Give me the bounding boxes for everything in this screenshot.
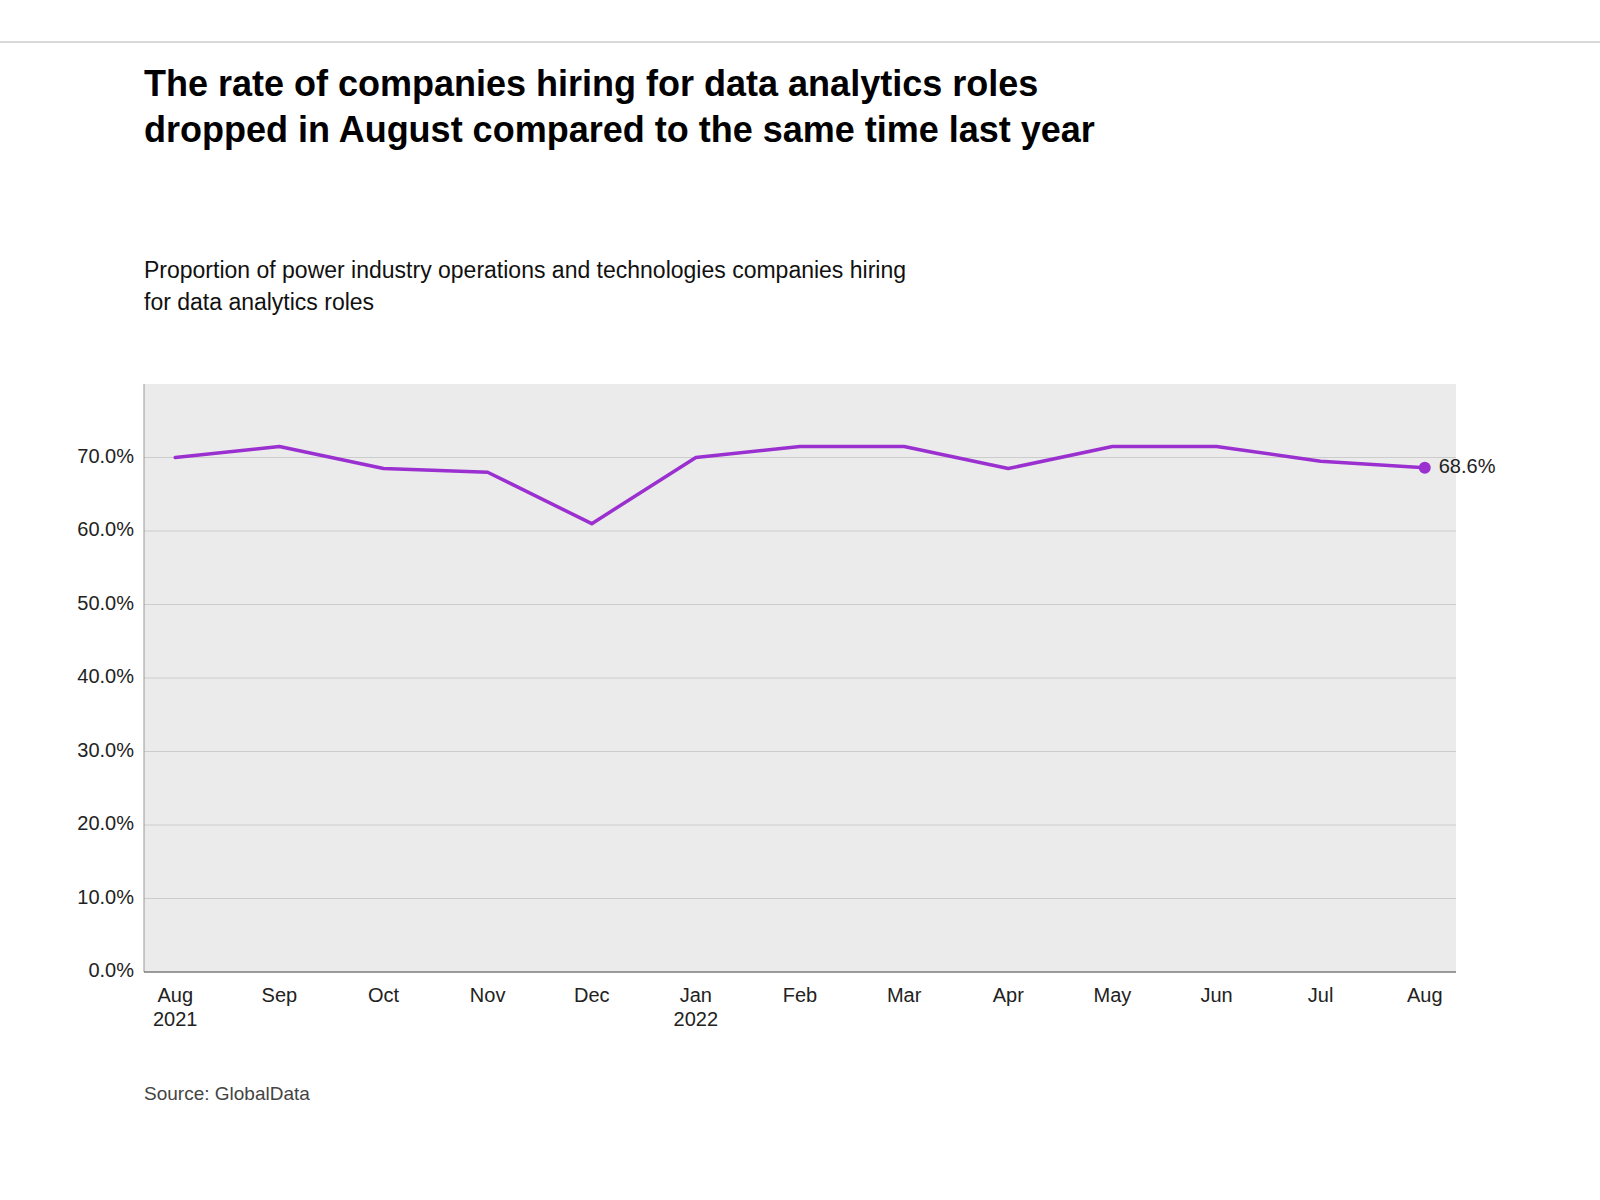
x-tick-label: Oct bbox=[368, 984, 400, 1006]
grid-line bbox=[144, 678, 1456, 679]
x-tick-label-line: Nov bbox=[470, 984, 506, 1006]
y-tick-label: 60.0% bbox=[77, 518, 134, 540]
title-line: The rate of companies hiring for data an… bbox=[144, 63, 1038, 104]
x-tick-label-line: Oct bbox=[368, 984, 400, 1006]
x-tick-label: Nov bbox=[470, 984, 506, 1006]
grid-line bbox=[144, 972, 1456, 973]
annotation: 68.6% bbox=[1439, 455, 1496, 477]
grid-line bbox=[144, 751, 1456, 752]
y-axis-line bbox=[144, 384, 145, 972]
x-tick-label: Aug bbox=[1407, 984, 1443, 1006]
y-tick-label: 0.0% bbox=[88, 959, 134, 981]
x-tick-label-line: May bbox=[1093, 984, 1131, 1006]
x-axis-line bbox=[144, 972, 1456, 973]
separator bbox=[0, 41, 1600, 43]
y-axis: 0.0% 10.0% 20.0% 30.0% 40.0% 50.0% 60.0% 70.0% bbox=[77, 445, 1456, 982]
grid-line bbox=[144, 531, 1456, 532]
y-tick-label: 70.0% bbox=[77, 445, 134, 467]
x-tick-label: Feb bbox=[783, 984, 817, 1006]
x-tick-label: Jan2022 bbox=[674, 984, 719, 1030]
last-point bbox=[1419, 462, 1431, 474]
x-tick-label-line: Dec bbox=[574, 984, 610, 1006]
x-tick-label: Sep bbox=[262, 984, 298, 1006]
title-line: dropped in August compared to the same t… bbox=[144, 109, 1095, 150]
x-tick-label: May bbox=[1093, 984, 1131, 1006]
title: The rate of companies hiring for data an… bbox=[144, 63, 1095, 150]
grid-line bbox=[144, 898, 1456, 899]
x-tick-label: Aug2021 bbox=[153, 984, 198, 1030]
x-tick-label: Jun bbox=[1200, 984, 1232, 1006]
x-tick-label-line: Aug bbox=[1407, 984, 1443, 1006]
x-tick-label-line: 2021 bbox=[153, 1008, 198, 1030]
x-tick-label-line: Jul bbox=[1308, 984, 1334, 1006]
subtitle-line: Proportion of power industry operations … bbox=[144, 257, 906, 283]
x-tick-label: Dec bbox=[574, 984, 610, 1006]
background bbox=[0, 0, 1600, 1200]
line bbox=[175, 446, 1425, 523]
chart: The rate of companies hiring for data an… bbox=[0, 0, 1600, 1200]
grid-line bbox=[144, 825, 1456, 826]
x-tick-label-line: Jan bbox=[680, 984, 712, 1006]
y-tick-label: 10.0% bbox=[77, 886, 134, 908]
y-tick-label: 40.0% bbox=[77, 665, 134, 687]
x-tick-label-line: 2022 bbox=[674, 1008, 719, 1030]
x-tick-label: Mar bbox=[887, 984, 922, 1006]
x-tick-label-line: Sep bbox=[262, 984, 298, 1006]
plot-background bbox=[144, 384, 1456, 972]
x-tick-label-line: Mar bbox=[887, 984, 922, 1006]
series bbox=[175, 446, 1431, 523]
subtitle: Proportion of power industry operations … bbox=[144, 257, 906, 315]
x-tick-label: Jul bbox=[1308, 984, 1334, 1006]
subtitle-line: for data analytics roles bbox=[144, 289, 374, 315]
x-tick-label-line: Apr bbox=[993, 984, 1024, 1006]
x-tick-label: Apr bbox=[993, 984, 1024, 1006]
x-tick-label-line: Jun bbox=[1200, 984, 1232, 1006]
grid-line bbox=[144, 604, 1456, 605]
x-axis: Aug2021SepOctNovDecJan2022FebMarAprMayJu… bbox=[144, 972, 1456, 1030]
y-tick-label: 20.0% bbox=[77, 812, 134, 834]
source: Source: GlobalData bbox=[144, 1083, 310, 1104]
x-tick-label-line: Feb bbox=[783, 984, 817, 1006]
x-tick-label-line: Aug bbox=[157, 984, 193, 1006]
y-tick-label: 30.0% bbox=[77, 739, 134, 761]
y-tick-label: 50.0% bbox=[77, 592, 134, 614]
